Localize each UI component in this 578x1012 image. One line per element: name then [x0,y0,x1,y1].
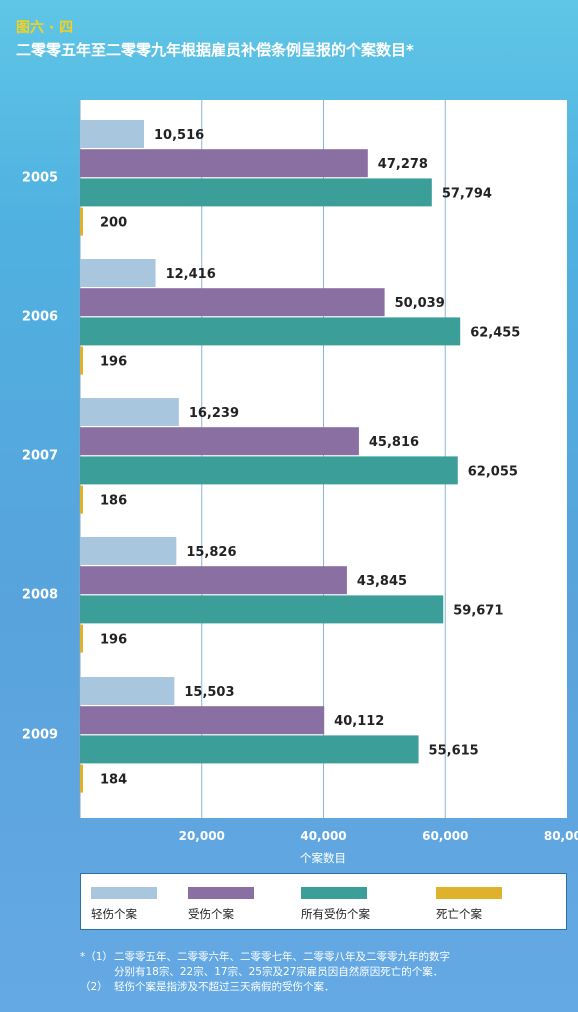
legend-label-injury: 受伤个案 [188,907,234,921]
legend-swatch-minor-injury [91,887,157,899]
bar [80,706,325,735]
bar [80,624,83,653]
y-tick-label: 2005 [22,170,58,185]
footnote-1-text: 二零零五年、二零零六年、二零零七年、二零零八年及二零零九年的数字 [114,951,450,963]
data-label: 196 [100,355,127,370]
bar [80,259,156,287]
y-tick-label: 2006 [22,309,58,324]
data-label: 62,455 [470,325,520,340]
bar [80,346,83,375]
legend: 轻伤个案 受伤个案 所有受伤个案 死亡个案 [80,873,567,930]
bar [80,537,177,565]
bar [80,288,385,317]
data-label: 10,516 [154,128,204,143]
bar [80,764,83,793]
footnote-2-marker: （2） [80,981,108,993]
x-axis-label: 个案数目 [300,851,346,865]
data-label: 196 [100,633,127,648]
legend-label-fatal: 死亡个案 [436,907,482,921]
bar [80,735,419,764]
footnote-1-continued: 分别有18宗、22宗、17宗、25宗及27宗雇员因自然原因死亡的个案． [114,966,444,978]
data-label: 186 [100,494,127,509]
bar [80,427,359,456]
bar [80,677,175,705]
footnote-2-text: 轻伤个案是指涉及不超过三天病假的受伤个案． [114,981,335,993]
footnote-1-marker: *（1） [80,951,113,963]
data-label: 43,845 [357,574,407,589]
y-tick-label: 2007 [22,448,58,463]
chart-title: 二零零五年至二零零九年根据雇员补偿条例呈报的个案数目* [16,41,414,59]
bar [80,207,83,236]
bar [80,485,83,514]
x-tick-label: 20,000 [179,829,225,843]
x-tick-label: 80,000 [544,829,578,843]
bar-chart: 20,000 40,000 60,000 80,000 个案数目 10,516 47,278… [22,100,578,865]
data-label: 15,826 [186,545,236,560]
legend-swatch-fatal [436,887,502,899]
y-tick-label: 2008 [22,587,58,602]
x-tick-label: 40,000 [300,829,346,843]
data-label: 15,503 [184,685,234,700]
bar [80,595,444,624]
data-label: 47,278 [378,157,428,172]
bar [80,149,368,178]
data-label: 62,055 [468,464,518,479]
data-label: 57,794 [442,186,492,201]
figure-label: 图六 · 四 [16,20,74,36]
legend-label-all-injury: 所有受伤个案 [301,907,370,921]
bar [80,456,458,485]
bar [80,317,461,346]
x-tick-label: 60,000 [422,829,468,843]
data-label: 16,239 [189,406,239,421]
bar [80,178,432,207]
y-tick-label: 2009 [22,727,58,742]
data-label: 50,039 [395,296,445,311]
legend-swatch-all-injury [301,887,367,899]
legend-swatch-injury [188,887,254,899]
data-label: 200 [100,216,127,231]
legend-label-minor-injury: 轻伤个案 [91,907,137,921]
data-label: 45,816 [369,435,419,450]
data-label: 40,112 [334,714,384,729]
data-label: 12,416 [166,267,216,282]
bar [80,398,179,426]
bar [80,566,347,595]
bar [80,120,145,148]
data-label: 59,671 [453,603,503,618]
data-label: 55,615 [429,743,479,758]
data-label: 184 [100,773,127,788]
